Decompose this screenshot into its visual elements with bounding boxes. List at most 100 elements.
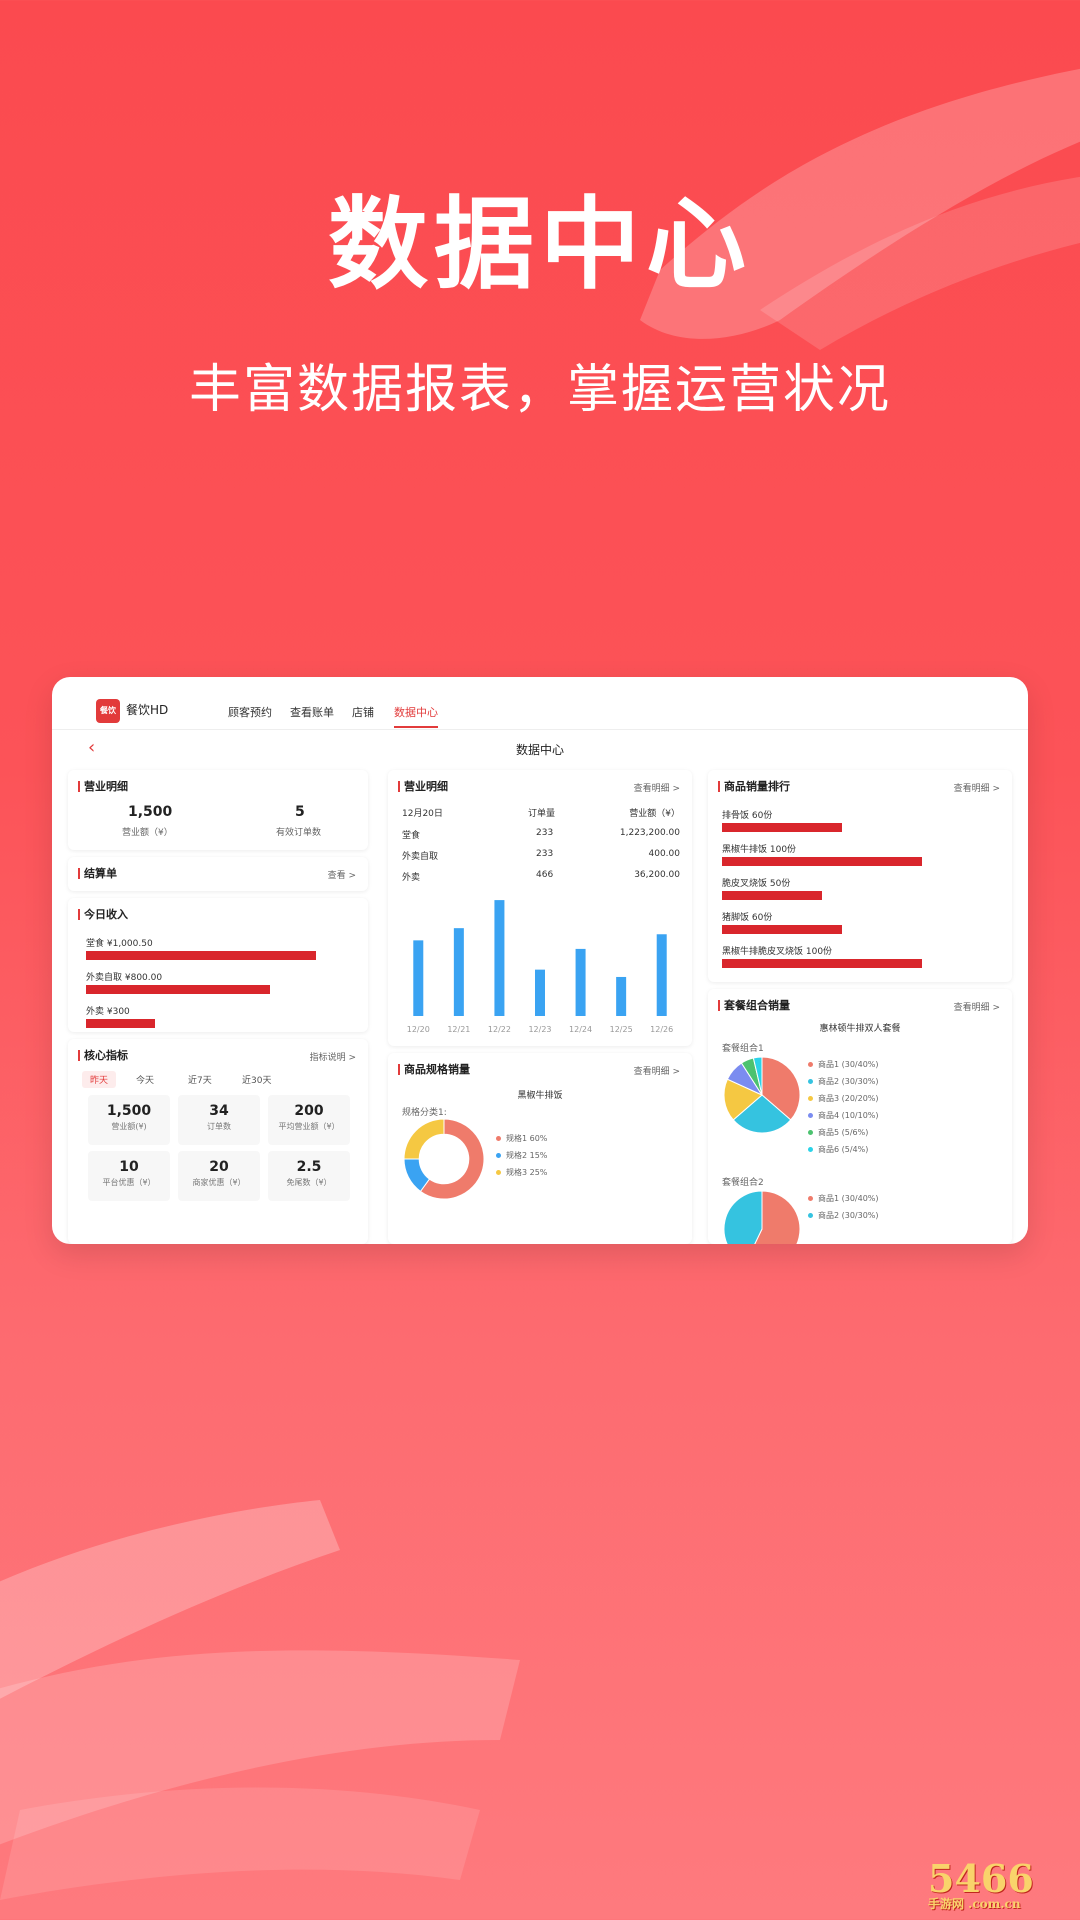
combo-pie-chart xyxy=(723,1190,801,1244)
combo-legend-item: 商品1 (30/40%) xyxy=(808,1059,879,1070)
metric-platform-discount: 10 平台优惠（¥） xyxy=(88,1151,170,1201)
x-tick-label: 12/22 xyxy=(488,1025,511,1034)
table-cell: 堂食 xyxy=(402,831,421,841)
headline: 数据中心 xyxy=(328,186,752,303)
page-title: 数据中心 xyxy=(515,743,564,757)
table-cell: 36,200.00 xyxy=(634,870,680,880)
card-title: 今日收入 xyxy=(78,909,128,920)
pie-slice xyxy=(723,1078,763,1121)
x-tick-label: 12/23 xyxy=(528,1025,551,1034)
tab-7days[interactable]: 近7天 xyxy=(188,1076,212,1086)
pie-slice xyxy=(754,1190,801,1244)
today-income-card: 今日收入 堂食 ¥1,000.50 外卖自取 ¥800.00 外卖 ¥300 xyxy=(68,898,368,1032)
site-watermark: 5466 手游网 .com.cn xyxy=(928,1856,1034,1911)
category-label: 规格分类1: xyxy=(402,1108,447,1118)
detail-link[interactable]: 查看明细 > xyxy=(633,784,680,794)
ranking-label: 黑椒牛排饭 100份 xyxy=(722,845,797,855)
table-cell: 1,223,200.00 xyxy=(619,828,680,838)
business-detail-card: 营业明细 1,500 营业额（¥） 5 有效订单数 xyxy=(68,770,368,850)
spec-sales-card: 商品规格销量 查看明细 > 黑椒牛排饭 规格分类1: 规格1 60% 规格2 1… xyxy=(388,1053,692,1244)
spec-donut-chart xyxy=(403,1118,485,1200)
table-header: 营业额（¥） xyxy=(629,809,680,819)
income-bar xyxy=(86,951,316,960)
combo-legend-item: 商品3 (20/20%) xyxy=(808,1093,879,1104)
pie-slice xyxy=(403,1118,445,1160)
settlement-link[interactable]: 查看 > xyxy=(327,871,356,881)
brush-stroke-bottom xyxy=(0,1500,520,1900)
app-topbar: 餐饮 餐饮HD 顾客预约 查看账单 店铺 数据中心 xyxy=(52,677,1028,730)
metrics-help-link[interactable]: 指标说明 > xyxy=(309,1053,356,1063)
detail-link[interactable]: 查看明细 > xyxy=(953,1003,1000,1013)
combo-legend-item: 商品2 (30/30%) xyxy=(808,1076,879,1087)
x-tick-label: 12/24 xyxy=(569,1025,592,1034)
income-row-label: 堂食 ¥1,000.50 xyxy=(86,939,153,949)
settlement-card[interactable]: 结算单 查看 > xyxy=(68,857,368,891)
back-arrow-icon[interactable]: ‹ xyxy=(88,737,96,758)
x-tick-label: 12/21 xyxy=(447,1025,470,1034)
orders-label: 有效订单数 xyxy=(276,828,322,838)
combo-pie-chart xyxy=(723,1056,801,1134)
table-cell: 外卖自取 xyxy=(402,852,439,862)
orders-value: 5 xyxy=(295,804,305,820)
metric-avg-revenue: 200 平均营业额（¥） xyxy=(268,1095,350,1145)
bar-12/22 xyxy=(494,900,505,1016)
spec-legend-item: 规格2 15% xyxy=(496,1150,547,1161)
income-bar xyxy=(86,985,270,994)
ranking-bar xyxy=(722,857,922,866)
combo-legend-item: 商品5 (5/6%) xyxy=(808,1127,868,1138)
spec-legend-item: 规格1 60% xyxy=(496,1133,547,1144)
detail-link[interactable]: 查看明细 > xyxy=(953,784,1000,794)
table-cell: 233 xyxy=(536,849,554,859)
business-detail-chart-card: 营业明细 查看明细 > 12月20日 订单量 营业额（¥） 堂食 233 1,2… xyxy=(388,770,692,1046)
table-cell: 400.00 xyxy=(648,849,681,859)
x-tick-label: 12/20 xyxy=(407,1025,430,1034)
bar-12/24 xyxy=(575,948,586,1016)
nav-item-data-center[interactable]: 数据中心 xyxy=(394,704,438,728)
detail-link[interactable]: 查看明细 > xyxy=(633,1067,680,1077)
combo-legend-item: 商品6 (5/4%) xyxy=(808,1144,868,1155)
ranking-bar xyxy=(722,891,822,900)
tab-30days[interactable]: 近30天 xyxy=(242,1076,272,1086)
table-header: 12月20日 xyxy=(402,809,443,819)
tab-yesterday[interactable]: 昨天 xyxy=(82,1071,117,1088)
app-logo: 餐饮 xyxy=(96,699,120,723)
combo-subtitle: 惠林顿牛排双人套餐 xyxy=(819,1024,901,1034)
ranking-label: 脆皮叉烧饭 50份 xyxy=(722,879,791,889)
nav-item-bills[interactable]: 查看账单 xyxy=(290,706,334,719)
metric-merchant-discount: 20 商家优惠（¥） xyxy=(178,1151,260,1201)
bar-12/20 xyxy=(413,940,424,1016)
nav-item-reservations[interactable]: 顾客预约 xyxy=(228,706,272,719)
nav-item-store[interactable]: 店铺 xyxy=(352,706,374,719)
pie-slice xyxy=(732,1094,792,1134)
ranking-label: 猪脚饭 60份 xyxy=(722,913,773,923)
income-row-label: 外卖自取 ¥800.00 xyxy=(86,973,163,983)
core-metrics-card: 核心指标 指标说明 > 昨天 今天 近7天 近30天 1,500 营业额(¥) … xyxy=(68,1039,368,1244)
x-tick-label: 12/25 xyxy=(610,1025,633,1034)
table-cell: 外卖 xyxy=(402,873,421,883)
sales-ranking-card: 商品销量排行 查看明细 > 排骨饭 60份 黑椒牛排饭 100份 脆皮叉烧饭 5… xyxy=(708,770,1012,982)
revenue-value: 1,500 xyxy=(128,804,173,820)
combo-legend-item: 商品2 (30/30%) xyxy=(808,1210,879,1221)
card-title: 营业明细 xyxy=(78,781,128,792)
tab-today[interactable]: 今天 xyxy=(136,1076,155,1086)
product-name: 黑椒牛排饭 xyxy=(517,1091,563,1101)
card-title: 商品规格销量 xyxy=(398,1064,470,1075)
card-title: 套餐组合销量 xyxy=(718,1000,790,1011)
pie-slice xyxy=(419,1118,485,1200)
x-tick-label: 12/26 xyxy=(650,1025,673,1034)
bar-12/23 xyxy=(535,969,545,1016)
revenue-label: 营业额（¥） xyxy=(122,828,173,838)
ranking-bar xyxy=(722,959,922,968)
ranking-bar xyxy=(722,925,842,934)
card-title: 商品销量排行 xyxy=(718,781,790,792)
ranking-label: 黑椒牛排脆皮叉烧饭 100份 xyxy=(722,947,833,957)
ranking-label: 排骨饭 60份 xyxy=(722,811,773,821)
bar-12/26 xyxy=(656,934,667,1016)
combo-legend-item: 商品1 (30/40%) xyxy=(808,1193,879,1204)
subline: 丰富数据报表，掌握运营状况 xyxy=(188,360,891,420)
tablet-screenshot: 餐饮 餐饮HD 顾客预约 查看账单 店铺 数据中心 ‹ 数据中心 营业明细 1,… xyxy=(52,677,1028,1244)
daily-revenue-bar-chart: 12/20 12/21 12/22 12/23 12/24 12/25 12/26 xyxy=(407,900,673,1034)
metric-orders: 34 订单数 xyxy=(178,1095,260,1145)
metric-revenue: 1,500 营业额(¥) xyxy=(88,1095,170,1145)
spec-legend-item: 规格3 25% xyxy=(496,1167,547,1178)
